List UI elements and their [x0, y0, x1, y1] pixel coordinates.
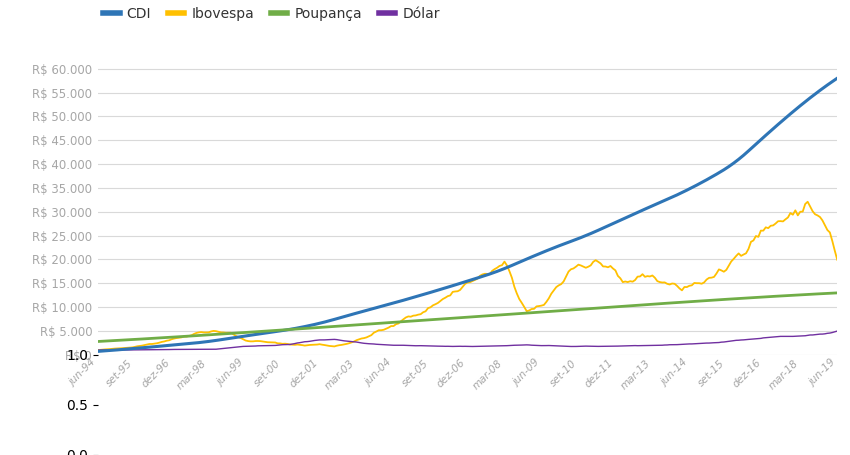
- Legend: CDI, Ibovespa, Poupança, Dólar: CDI, Ibovespa, Poupança, Dólar: [97, 1, 445, 26]
